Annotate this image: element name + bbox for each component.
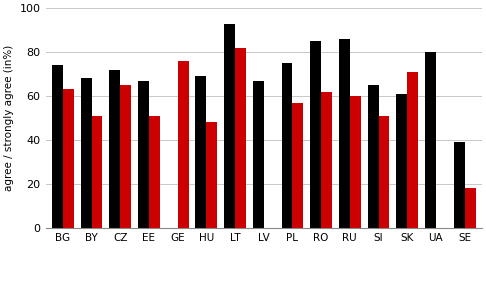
Bar bbox=[81, 79, 91, 228]
Bar bbox=[235, 48, 246, 228]
Bar bbox=[407, 72, 418, 228]
Bar bbox=[195, 76, 207, 228]
Bar bbox=[465, 188, 475, 228]
Bar bbox=[339, 39, 350, 228]
Bar bbox=[367, 85, 379, 228]
Bar bbox=[396, 94, 407, 228]
Bar bbox=[109, 70, 120, 228]
Bar bbox=[310, 41, 321, 228]
Bar bbox=[149, 116, 160, 228]
Bar bbox=[207, 122, 217, 228]
Y-axis label: agree / strongly agree (in%): agree / strongly agree (in%) bbox=[4, 45, 14, 191]
Bar bbox=[120, 85, 131, 228]
Bar bbox=[177, 61, 189, 228]
Bar bbox=[52, 65, 63, 228]
Bar bbox=[425, 52, 436, 228]
Bar bbox=[321, 92, 332, 228]
Bar bbox=[253, 81, 264, 228]
Bar bbox=[293, 102, 303, 228]
Bar bbox=[138, 81, 149, 228]
Bar bbox=[350, 96, 361, 228]
Bar bbox=[454, 142, 465, 228]
Bar bbox=[281, 63, 293, 228]
Bar bbox=[91, 116, 103, 228]
Bar bbox=[224, 24, 235, 228]
Bar bbox=[63, 89, 74, 228]
Bar bbox=[379, 116, 389, 228]
